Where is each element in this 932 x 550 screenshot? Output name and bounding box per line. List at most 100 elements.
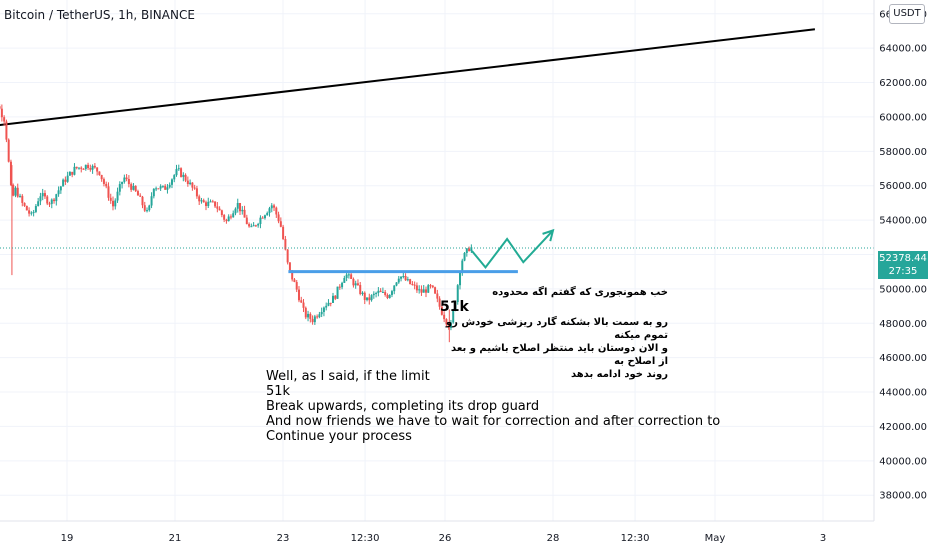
candle-body — [459, 272, 462, 286]
candle-body — [402, 276, 405, 278]
candle-body — [329, 302, 332, 304]
candle-body — [0, 108, 3, 118]
candle-body — [454, 302, 457, 311]
candle-body — [218, 208, 221, 211]
candle-body — [409, 279, 412, 285]
candle-body — [16, 187, 19, 197]
candle-body — [413, 284, 416, 286]
x-axis[interactable]: 19 21 23 12:30 26 28 12:30 May 3 — [0, 520, 874, 544]
candle-body — [252, 225, 255, 227]
x-tick-label: May — [705, 533, 726, 544]
y-tick-label: 42000.00 — [879, 422, 927, 433]
candle-body — [64, 179, 67, 182]
candle-body — [325, 305, 328, 308]
candle-body — [80, 167, 83, 169]
candle-body — [57, 190, 60, 195]
candle-body — [363, 292, 366, 300]
candle-body — [239, 202, 242, 212]
candle-body — [100, 174, 103, 180]
candle-body — [34, 205, 37, 212]
y-tick-label: 60000.00 — [879, 112, 927, 123]
currency-badge[interactable]: USDT — [889, 4, 925, 24]
candle-body — [309, 313, 312, 319]
candle-body — [302, 302, 305, 308]
candle-body — [404, 276, 407, 281]
x-tick-label: 28 — [547, 533, 560, 544]
trendline-layer — [0, 28, 816, 127]
candle-body — [177, 168, 180, 170]
candle-body — [211, 201, 214, 203]
candle-body — [397, 278, 400, 283]
candle-body — [55, 194, 58, 202]
candle-body — [436, 293, 439, 299]
candle-body — [361, 292, 364, 294]
candle-body — [320, 311, 323, 315]
candle-body — [148, 205, 151, 211]
candle-body — [354, 283, 357, 286]
candle-body — [170, 179, 173, 185]
x-tick-label: 12:30 — [621, 533, 650, 544]
persian-line: رو به سمت بالا بشکنه گارد ریزشی خودش رو … — [445, 317, 668, 341]
candle-body — [9, 161, 12, 185]
candle-body — [121, 181, 124, 185]
english-annotation: Well, as I said, if the limit 51k Break … — [266, 369, 720, 444]
candle-body — [195, 188, 198, 197]
resistance-trendline — [0, 28, 816, 127]
candle-body — [141, 196, 144, 206]
candle-body — [43, 193, 46, 197]
candle-body — [134, 185, 137, 192]
english-line: Continue your process — [266, 429, 412, 444]
candle-body — [53, 199, 56, 202]
candle-body — [334, 295, 337, 299]
candle-body — [82, 168, 85, 170]
candle-body — [220, 210, 223, 216]
candle-body — [286, 249, 289, 263]
candle-body — [234, 208, 237, 214]
candle-body — [452, 310, 455, 323]
candle-body — [350, 274, 353, 279]
candle-body — [232, 213, 235, 218]
candle-body — [41, 193, 44, 197]
candle-body — [30, 212, 33, 214]
candle-body — [322, 307, 325, 312]
candle-body — [50, 199, 53, 204]
candle-body — [311, 318, 314, 323]
candle-body — [375, 292, 378, 294]
y-tick-label: 44000.00 — [879, 388, 927, 399]
candle-body — [175, 169, 178, 176]
candle-body — [157, 188, 160, 190]
candle-body — [68, 171, 71, 176]
candle-body — [84, 164, 87, 169]
candle-body — [116, 191, 119, 201]
candle-body — [143, 205, 146, 211]
candle-body — [284, 239, 287, 250]
candle-body — [429, 285, 432, 287]
candle-body — [390, 291, 393, 295]
candle-body — [21, 195, 24, 203]
candle-body — [216, 206, 219, 209]
persian-line: خب همونجوری که گفتم اگه محدوده — [492, 287, 668, 298]
candle-body — [109, 197, 112, 201]
candle-body — [259, 217, 262, 224]
candle-body — [189, 182, 192, 185]
candle-body — [164, 185, 167, 190]
candle-body — [123, 177, 126, 182]
current-price-value: 52378.44 — [879, 253, 927, 264]
candle-body — [431, 285, 434, 288]
candle-body — [125, 177, 128, 180]
candle-body — [438, 298, 441, 307]
candle-body — [155, 188, 158, 190]
candle-body — [456, 285, 459, 303]
y-tick-label: 64000.00 — [879, 44, 927, 55]
projection-layer — [471, 228, 555, 269]
candle-body — [5, 121, 8, 140]
candle-body — [270, 205, 273, 209]
candle-body — [59, 186, 62, 191]
y-tick-label: 62000.00 — [879, 78, 927, 89]
candle-body — [71, 171, 74, 175]
candle-body — [332, 295, 335, 303]
candle-body — [136, 191, 139, 196]
y-tick-label: 38000.00 — [879, 491, 927, 502]
candle-body — [102, 179, 105, 184]
